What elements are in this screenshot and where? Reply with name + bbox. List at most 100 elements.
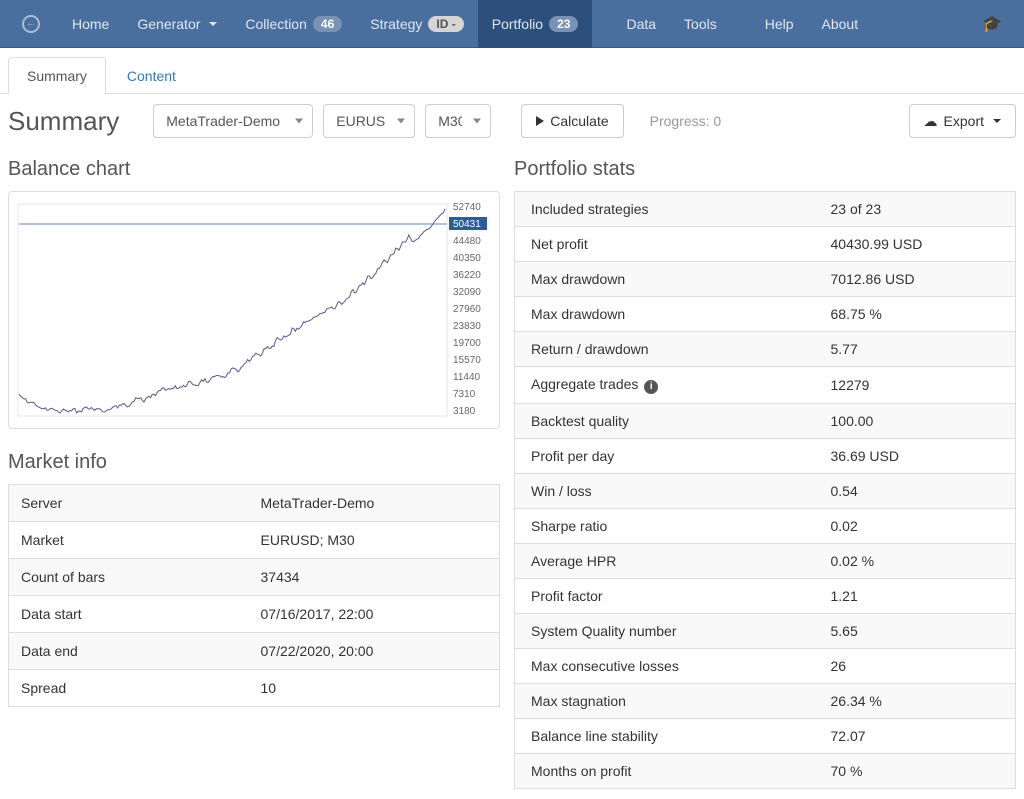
nav-about[interactable]: About	[808, 0, 873, 48]
table-row: Max stagnation 26.34 %	[515, 683, 1016, 718]
table-row: Profit factor 1.21	[515, 578, 1016, 613]
stat-label: Max drawdown	[515, 262, 815, 297]
nav-generator[interactable]: Generator	[123, 0, 231, 48]
table-row: Win / loss 0.54	[515, 473, 1016, 508]
nav-help-label: Help	[765, 16, 794, 32]
info-value: MetaTrader-Demo	[249, 485, 500, 522]
nav-about-label: About	[822, 16, 859, 32]
stat-value: 5.65	[815, 613, 1016, 648]
stat-label: Average HPR	[515, 543, 815, 578]
table-row: ServerMetaTrader-Demo	[9, 485, 500, 522]
table-row: Backtest quality 100.00	[515, 403, 1016, 438]
svg-text:40350: 40350	[453, 253, 481, 264]
portfolio-stats-title: Portfolio stats	[514, 158, 1016, 181]
calculate-button[interactable]: Calculate	[521, 104, 623, 138]
symbol-select[interactable]: EURUSD	[323, 104, 415, 138]
stat-value: 1.21	[815, 578, 1016, 613]
svg-text:27960: 27960	[453, 304, 481, 315]
table-row: Average HPR 0.02 %	[515, 543, 1016, 578]
stat-value: 40430.99 USD	[815, 227, 1016, 262]
stat-label: Profit per day	[515, 438, 815, 473]
nav-strategy[interactable]: StrategyID -	[356, 0, 477, 48]
strategy-badge: ID -	[428, 16, 463, 32]
export-button[interactable]: ☁Export	[909, 104, 1016, 138]
nav-tools-label: Tools	[684, 16, 717, 32]
stat-value: 36.69 USD	[815, 438, 1016, 473]
server-select[interactable]: MetaTrader-Demo	[153, 104, 313, 138]
balance-chart-panel: 5274050431444804035036220320902796023830…	[8, 191, 500, 429]
table-row: Balance line stability 72.07	[515, 718, 1016, 753]
table-row: Count of bars37434	[9, 559, 500, 596]
table-row: Months on profit 70 %	[515, 753, 1016, 788]
nav-home[interactable]: Home	[58, 0, 123, 48]
table-row: Sharpe ratio 0.02	[515, 508, 1016, 543]
info-label: Data end	[9, 633, 249, 670]
portfolio-stats-table: Included strategies 23 of 23Net profit 4…	[514, 191, 1016, 789]
stat-label: Backtest quality	[515, 403, 815, 438]
table-row: Profit per day 36.69 USD	[515, 438, 1016, 473]
svg-text:50431: 50431	[453, 219, 481, 230]
market-info-table: ServerMetaTrader-DemoMarketEURUSD; M30Co…	[8, 484, 500, 707]
tab-content[interactable]: Content	[108, 57, 195, 94]
table-row: Max drawdown 7012.86 USD	[515, 262, 1016, 297]
stat-value: 100.00	[815, 403, 1016, 438]
svg-text:15570: 15570	[453, 355, 481, 366]
portfolio-badge: 23	[549, 16, 578, 32]
progress-text: Progress: 0	[650, 113, 722, 129]
nav-collection[interactable]: Collection46	[231, 0, 356, 48]
info-label: Market	[9, 522, 249, 559]
export-label: Export	[944, 113, 984, 129]
chevron-down-icon	[993, 119, 1001, 123]
table-row: Spread10	[9, 670, 500, 707]
info-label: Spread	[9, 670, 249, 707]
main-navbar: Home Generator Collection46 StrategyID -…	[0, 0, 1024, 48]
stat-label: Aggregate trades i	[515, 367, 815, 404]
nav-tools[interactable]: Tools	[670, 0, 731, 48]
svg-text:36220: 36220	[453, 270, 481, 281]
nav-data[interactable]: Data	[612, 0, 670, 48]
stat-label: Balance line stability	[515, 718, 815, 753]
stat-label: Return / drawdown	[515, 332, 815, 367]
timeframe-select[interactable]: M30	[425, 104, 491, 138]
info-icon[interactable]: i	[644, 380, 658, 394]
controls-bar: Summary MetaTrader-Demo EURUSD M30 Calcu…	[0, 94, 1024, 148]
stat-value: 70 %	[815, 753, 1016, 788]
nav-portfolio[interactable]: Portfolio23	[478, 0, 593, 48]
table-row: Return / drawdown 5.77	[515, 332, 1016, 367]
tab-summary-label: Summary	[27, 68, 87, 84]
tab-summary[interactable]: Summary	[8, 57, 106, 94]
nav-help[interactable]: Help	[751, 0, 808, 48]
svg-text:44480: 44480	[453, 236, 481, 247]
info-label: Server	[9, 485, 249, 522]
nav-back[interactable]	[8, 0, 58, 48]
stat-label: Max consecutive losses	[515, 648, 815, 683]
nav-education[interactable]: 🎓	[968, 0, 1016, 48]
table-row: Data start07/16/2017, 22:00	[9, 596, 500, 633]
table-row: Data end07/22/2020, 20:00	[9, 633, 500, 670]
svg-text:23830: 23830	[453, 321, 481, 332]
stat-value: 72.07	[815, 718, 1016, 753]
stat-value: 68.75 %	[815, 297, 1016, 332]
stat-value: 0.54	[815, 473, 1016, 508]
info-value: EURUSD; M30	[249, 522, 500, 559]
table-row: Max consecutive losses 26	[515, 648, 1016, 683]
info-value: 10	[249, 670, 500, 707]
calculate-label: Calculate	[550, 113, 608, 129]
svg-text:19700: 19700	[453, 338, 481, 349]
svg-text:7310: 7310	[453, 389, 476, 400]
info-value: 37434	[249, 559, 500, 596]
table-row: Aggregate trades i12279	[515, 367, 1016, 404]
stat-label: Net profit	[515, 227, 815, 262]
stat-label: Profit factor	[515, 578, 815, 613]
balance-chart: 5274050431444804035036220320902796023830…	[17, 200, 491, 420]
nav-generator-label: Generator	[137, 16, 200, 32]
stat-label: Max stagnation	[515, 683, 815, 718]
back-icon	[22, 15, 40, 33]
svg-text:32090: 32090	[453, 287, 481, 298]
chevron-down-icon	[209, 22, 217, 26]
table-row: Max drawdown 68.75 %	[515, 297, 1016, 332]
stat-label: Max drawdown	[515, 297, 815, 332]
stat-label: Sharpe ratio	[515, 508, 815, 543]
stat-value: 12279	[815, 367, 1016, 404]
stat-label: System Quality number	[515, 613, 815, 648]
